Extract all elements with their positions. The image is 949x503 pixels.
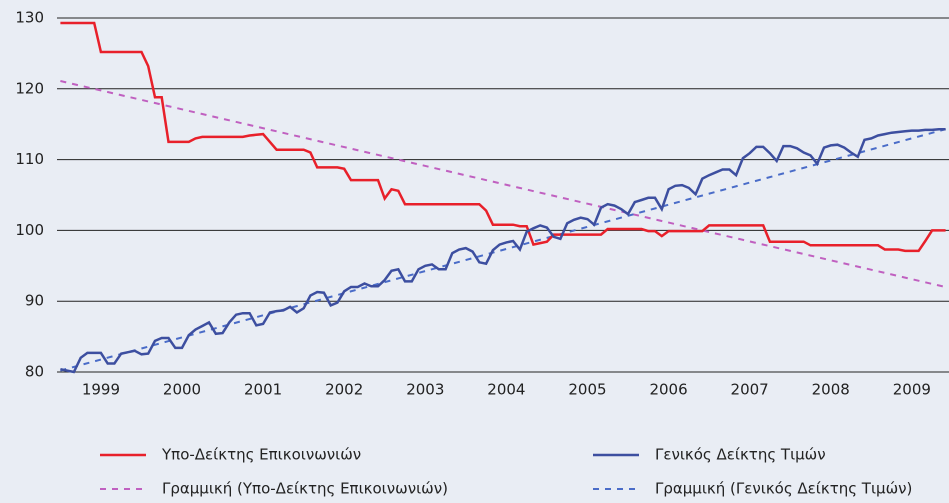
- y-tick-label: 90: [25, 292, 44, 310]
- x-tick-label: 2007: [731, 381, 769, 399]
- legend-label: Γραμμική (Υπο-Δείκτης Επικοινωνιών): [162, 480, 448, 498]
- series-line: [60, 127, 946, 374]
- y-tick-label: 120: [15, 79, 44, 97]
- trend-line: [60, 80, 946, 289]
- x-tick-label: 2009: [893, 381, 931, 399]
- y-tick-label: 130: [15, 9, 44, 27]
- x-tick-label: 2008: [812, 381, 850, 399]
- x-tick-label: 2005: [568, 381, 606, 399]
- x-tick-label: 2004: [487, 381, 525, 399]
- legend-label: Γενικός Δείκτης Τιμών: [655, 446, 826, 464]
- x-tick-label: 2002: [325, 381, 363, 399]
- y-tick-label: 100: [15, 221, 44, 239]
- x-tick-label: 1999: [82, 381, 120, 399]
- y-tick-label: 110: [15, 150, 44, 168]
- y-tick-label: 80: [25, 363, 44, 381]
- x-tick-label: 2001: [244, 381, 282, 399]
- x-tick-label: 2000: [163, 381, 201, 399]
- trend-line: [60, 128, 946, 372]
- x-tick-label: 2003: [406, 381, 444, 399]
- legend-label: Γραμμική (Γενικός Δείκτης Τιμών): [655, 480, 912, 498]
- x-tick-label: 2006: [649, 381, 687, 399]
- legend-label: Υπο-Δείκτης Επικοινωνιών: [161, 446, 361, 464]
- series-line: [60, 21, 946, 253]
